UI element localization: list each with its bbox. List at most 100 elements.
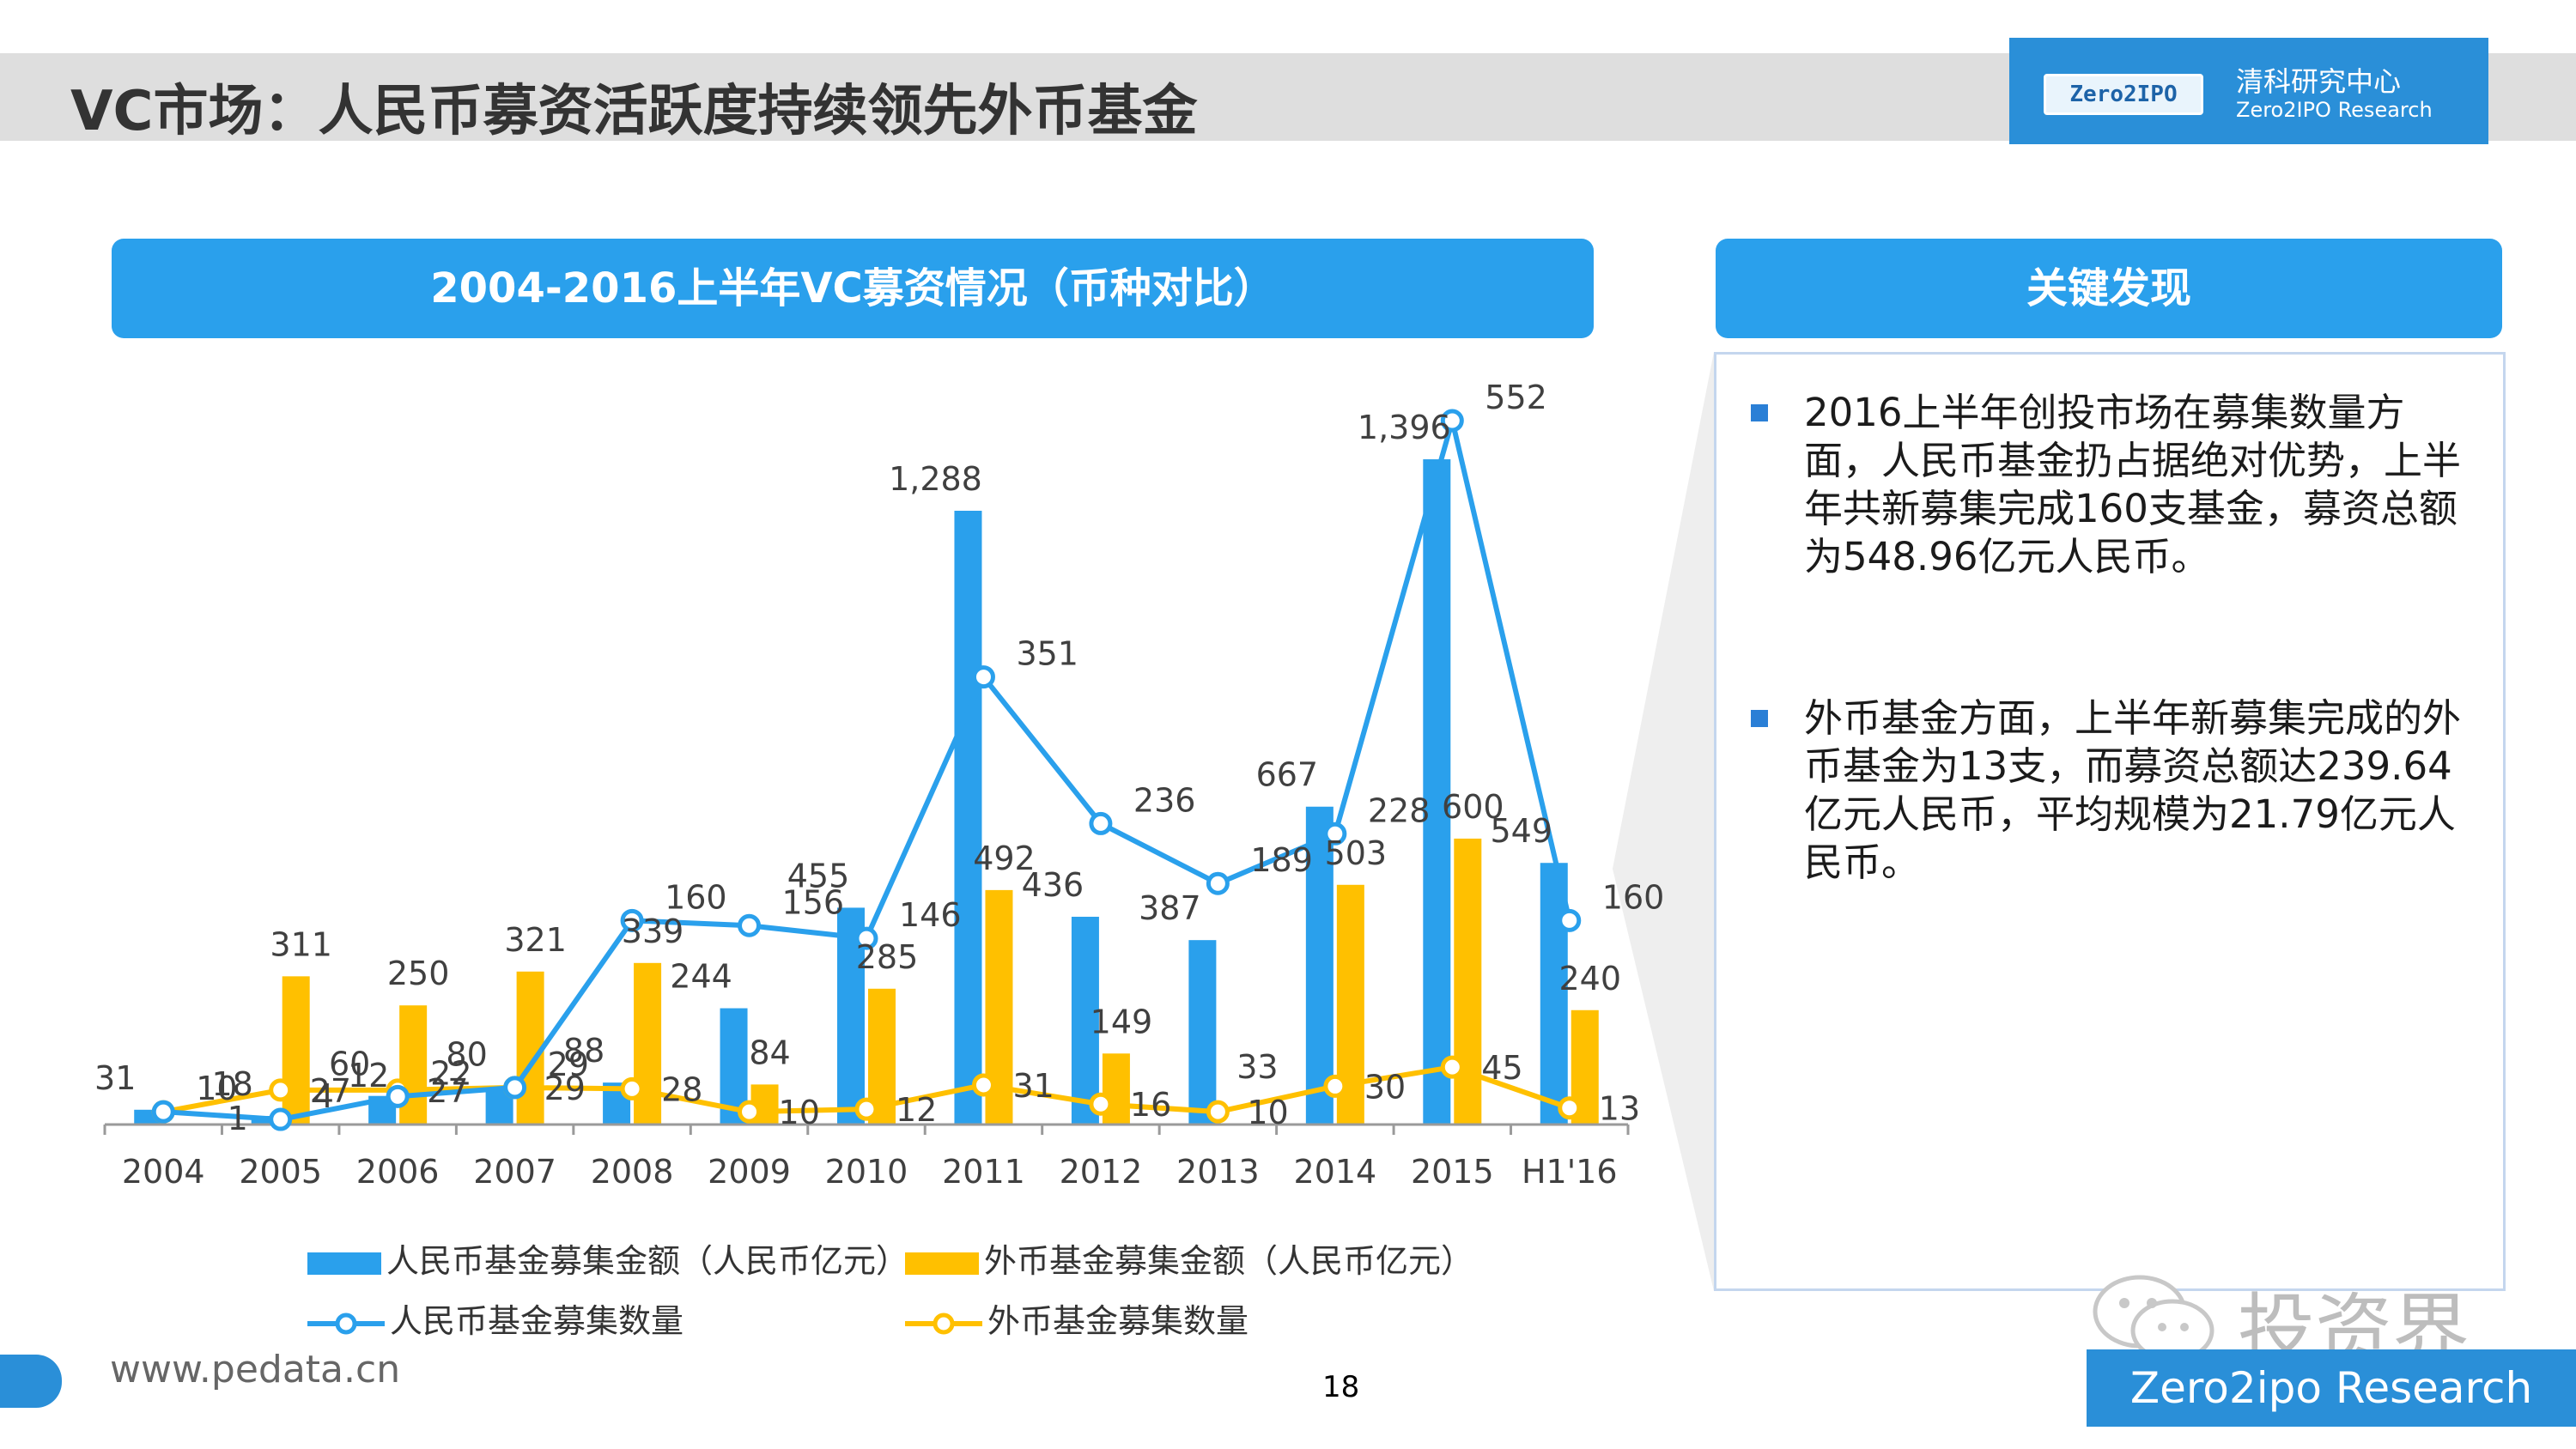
usd-count-point: [1323, 1074, 1347, 1098]
legend-label: 外币基金募集数量: [987, 1302, 1249, 1340]
data-label-rmb-count: 160: [665, 878, 727, 916]
data-label-usd-count: 10: [779, 1094, 820, 1131]
data-label-usd-amount: 600: [1442, 788, 1504, 826]
data-label-rmb-amount: 387: [1139, 889, 1201, 927]
data-label-rmb-count: 228: [1368, 791, 1431, 829]
footer-brand: Zero2ipo Research: [2087, 1349, 2576, 1427]
page-title: VC市场：人民币募资活跃度持续领先外币基金: [70, 80, 1198, 143]
legend-label: 人民币基金募集金额（人民币亿元）: [386, 1242, 909, 1280]
rmb-count-point: [1558, 908, 1582, 932]
data-label-rmb-amount: 80: [446, 1036, 487, 1074]
bar-usd-amount: [1454, 838, 1482, 1125]
data-label-rmb-amount: 667: [1256, 756, 1319, 794]
data-label-rmb-amount: 436: [1022, 866, 1084, 904]
bar-rmb-amount: [1305, 806, 1334, 1125]
usd-count-point: [1440, 1055, 1464, 1079]
rmb-count-point: [620, 908, 644, 932]
legend-item-rmb-count: 人民币基金募集数量: [307, 1294, 683, 1342]
data-label-usd-count: 30: [1364, 1068, 1406, 1106]
data-label-usd-amount: 250: [387, 955, 450, 992]
data-label-usd-count: 10: [1247, 1094, 1288, 1131]
legend-label: 外币基金募集金额（人民币亿元）: [984, 1242, 1474, 1280]
data-label-usd-amount: 339: [622, 912, 684, 950]
footer-tab: [0, 1355, 62, 1408]
bar-usd-amount: [634, 962, 662, 1125]
x-tick-label: 2009: [708, 1153, 791, 1191]
rmb-count-point: [1206, 871, 1230, 895]
findings-box: 2016上半年创投市场在募集数量方面，人民币基金扔占据绝对优势，上半年共新募集完…: [1714, 352, 2506, 1291]
data-label-usd-amount: 503: [1325, 834, 1388, 872]
data-label-usd-amount: 149: [1091, 1003, 1153, 1040]
data-label-usd-amount: 240: [1559, 960, 1622, 997]
usd-count-point: [269, 1078, 293, 1102]
bar-rmb-amount: [1423, 459, 1451, 1125]
x-tick-label: 2013: [1176, 1153, 1260, 1191]
data-label-rmb-count: 160: [1602, 878, 1665, 916]
finding-item: 2016上半年创投市场在募集数量方面，人民币基金扔占据绝对优势，上半年共新募集完…: [1751, 389, 2464, 581]
data-label-rmb-count: 29: [548, 1046, 589, 1083]
findings-header: 关键发现: [1716, 239, 2502, 338]
data-label-rmb-count: 236: [1133, 781, 1196, 819]
data-label-usd-count: 16: [1130, 1086, 1171, 1124]
data-label-rmb-amount: 18: [212, 1065, 253, 1103]
finding-item: 外币基金方面，上半年新募集完成的外币基金为13支，而募资总额达239.64亿元人…: [1751, 694, 2464, 887]
legend-rmb-line-swatch: [307, 1313, 385, 1334]
usd-count-point: [1089, 1092, 1113, 1116]
rmb-count-point: [269, 1107, 293, 1131]
rmb-count-point: [1089, 811, 1113, 835]
data-label-rmb-amount: 60: [329, 1046, 370, 1083]
legend-rmb-bar-swatch: [307, 1252, 381, 1275]
bar-rmb-amount: [1540, 863, 1568, 1125]
data-label-rmb-amount: 455: [787, 857, 850, 894]
rmb-count-point: [854, 926, 878, 950]
page-number: 18: [1322, 1370, 1360, 1404]
data-label-extra: 1: [228, 1100, 248, 1137]
bar-usd-amount: [399, 1005, 428, 1125]
finding-text: 外币基金方面，上半年新募集完成的外币基金为13支，而募资总额达239.64亿元人…: [1804, 695, 2462, 885]
data-label-usd-amount: 321: [504, 921, 567, 959]
x-tick-label: 2008: [591, 1153, 674, 1191]
data-label-rmb-amount: 31: [94, 1059, 136, 1097]
zero2ipo-logo: Zero2IPO 清科研究中心 Zero2IPO Research: [2009, 38, 2488, 144]
data-label-usd-count: 45: [1481, 1049, 1522, 1087]
x-tick-label: 2004: [122, 1153, 205, 1191]
bullet-icon: [1751, 404, 1768, 421]
usd-count-point: [971, 1073, 995, 1097]
data-label-usd-count: 12: [896, 1091, 937, 1129]
legend-item-rmb-amount: 人民币基金募集金额（人民币亿元）: [307, 1234, 908, 1282]
data-label-usd-count: 28: [661, 1070, 702, 1108]
data-label-usd-count: 27: [427, 1072, 468, 1110]
x-tick-label: 2011: [942, 1153, 1025, 1191]
x-tick-label: 2014: [1293, 1153, 1376, 1191]
rmb-count-point: [151, 1100, 175, 1124]
usd-count-point: [1206, 1100, 1230, 1124]
usd-count-point: [1558, 1096, 1582, 1120]
logo-mark: Zero2IPO: [2044, 74, 2203, 115]
bar-rmb-amount: [954, 511, 982, 1125]
footer-url[interactable]: www.pedata.cn: [110, 1348, 401, 1391]
data-label-rmb-count: 22: [430, 1054, 471, 1092]
x-tick-label: 2015: [1411, 1153, 1494, 1191]
legend-usd-line-swatch: [905, 1313, 982, 1334]
data-label-rmb-amount: 244: [670, 958, 732, 996]
data-label-rmb-amount: 1,396: [1358, 409, 1451, 446]
rmb-count-point: [503, 1076, 527, 1100]
usd-count-point: [854, 1097, 878, 1121]
data-label-usd-count: 31: [1012, 1067, 1054, 1105]
data-label-extra: 12: [348, 1057, 389, 1094]
data-label-rmb-count: 10: [196, 1070, 237, 1107]
data-label-usd-amount: 492: [973, 840, 1036, 877]
data-label-usd-count: 27: [310, 1072, 351, 1110]
x-tick-label: 2006: [356, 1153, 440, 1191]
data-label-rmb-count: 351: [1016, 635, 1078, 673]
rmb-count-point: [738, 913, 762, 937]
data-label-usd-count: 13: [1599, 1090, 1640, 1128]
data-label-rmb-amount: 88: [563, 1032, 605, 1070]
legend-usd-bar-swatch: [905, 1252, 979, 1275]
bar-usd-amount: [282, 976, 310, 1125]
x-tick-label: H1'16: [1522, 1153, 1618, 1191]
usd-count-point: [620, 1076, 644, 1100]
x-tick-label: 2007: [473, 1153, 556, 1191]
